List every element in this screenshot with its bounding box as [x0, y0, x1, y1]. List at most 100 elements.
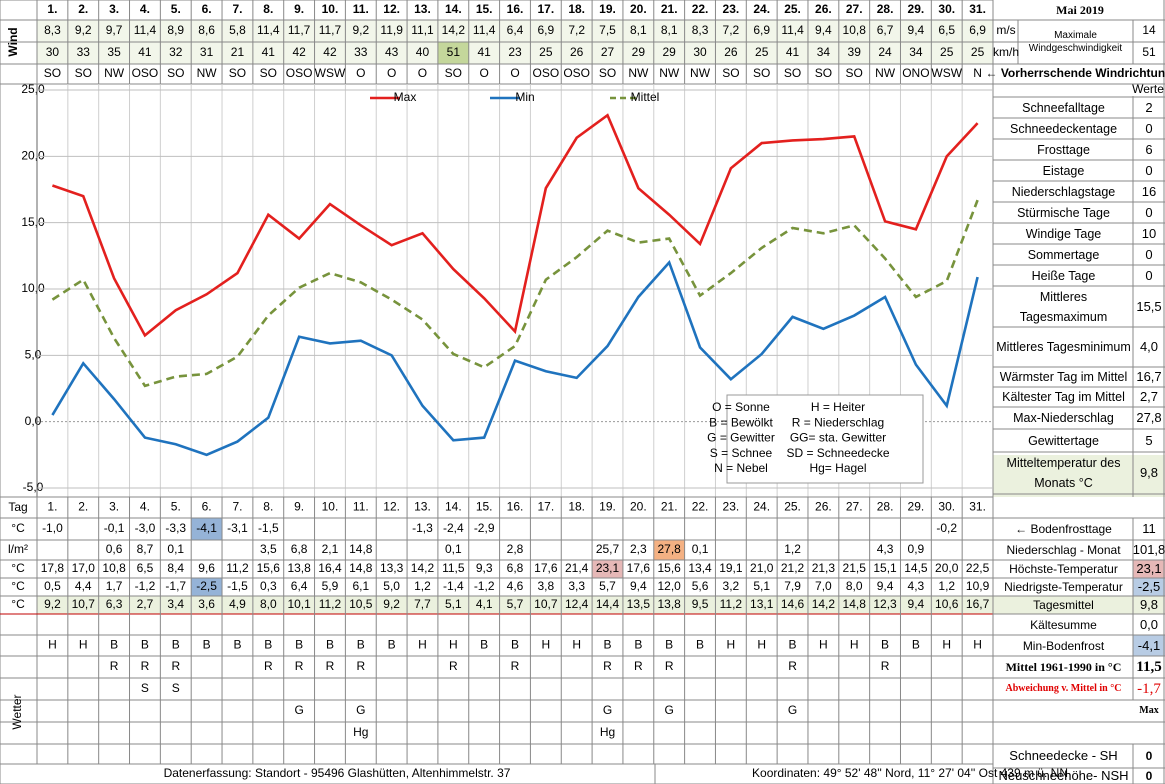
weather-code: B — [326, 638, 334, 652]
ground-frost: -3,0 — [135, 521, 156, 535]
temperature: 3,2 — [723, 579, 740, 593]
ground-frost: -3,3 — [165, 521, 186, 535]
wind-dir: SO — [784, 66, 801, 80]
wind-kmh: 35 — [107, 45, 121, 59]
stats-header: Werte — [1132, 82, 1164, 96]
weather-code: R — [326, 659, 335, 673]
temperature: 12,4 — [565, 597, 589, 611]
weather-code: R — [881, 659, 890, 673]
wind-ms: 8,9 — [167, 23, 184, 37]
wind-kmh: 30 — [46, 45, 60, 59]
summary-label: Max — [1139, 705, 1159, 716]
day-label: 20. — [630, 500, 647, 514]
max-wind-value: 51 — [1142, 45, 1156, 59]
day-header: 5. — [171, 2, 181, 16]
day-header: 28. — [877, 2, 894, 16]
weather-code: B — [141, 638, 149, 652]
weather-code: R — [141, 659, 150, 673]
temperature: 10,6 — [935, 597, 959, 611]
wind-dir: SO — [599, 66, 616, 80]
precipitation: 6,8 — [291, 542, 308, 556]
temperature: 4,6 — [507, 579, 524, 593]
stat-label: Mittleres Tagesminimum — [996, 340, 1131, 354]
weather-code: Hg — [353, 725, 368, 739]
weather-code: H — [973, 638, 982, 652]
temperature: 4,4 — [75, 579, 92, 593]
temperature: 17,6 — [534, 561, 558, 575]
day-label: 9. — [294, 500, 304, 514]
cell-fill — [191, 518, 223, 540]
wind-ms: 6,7 — [877, 23, 894, 37]
day-header: 27. — [846, 2, 863, 16]
wind-kmh: 42 — [323, 45, 337, 59]
temperature: 13,4 — [688, 561, 712, 575]
temperature: 11,2 — [720, 597, 743, 611]
wind-kmh: 25 — [755, 45, 769, 59]
wind-label: Wind — [6, 27, 20, 56]
legend-label: Min — [515, 90, 534, 104]
y-tick-label: 20,0 — [21, 149, 45, 163]
day-label: 30. — [938, 500, 955, 514]
stat-value: 4,0 — [1139, 339, 1159, 354]
wind-ms: 8,6 — [198, 23, 215, 37]
day-header: 30. — [938, 2, 955, 16]
temperature: -1,2 — [474, 579, 495, 593]
wind-ms: 7,2 — [723, 23, 740, 37]
day-label: 6. — [202, 500, 212, 514]
temperature: 11,2 — [319, 597, 342, 611]
wind-ms: 11,4 — [473, 23, 496, 37]
day-label: 12. — [383, 500, 400, 514]
wind-dir: SO — [167, 66, 184, 80]
temperature: 21,5 — [843, 561, 867, 575]
temperature: 4,3 — [908, 579, 925, 593]
unit: km/h — [993, 45, 1019, 59]
temperature: 11,5 — [442, 561, 465, 575]
symbol-legend-item: SD = Schneedecke — [786, 446, 889, 460]
temperature: -1,4 — [443, 579, 464, 593]
temperature: 10,1 — [287, 597, 311, 611]
temperature: 5,6 — [692, 579, 709, 593]
weather-code: G — [294, 703, 303, 717]
day-label: 15. — [476, 500, 493, 514]
day-label: 23. — [723, 500, 740, 514]
summary-value: -2,5 — [1137, 579, 1161, 594]
ground-frost: -2,4 — [443, 521, 464, 535]
unit-label: °C — [11, 597, 25, 611]
day-header: 10. — [322, 2, 339, 16]
wind-ms: 6,9 — [969, 23, 986, 37]
temperature: 22,5 — [966, 561, 990, 575]
wind-kmh: 34 — [817, 45, 831, 59]
day-header: 11. — [353, 2, 369, 16]
series-line — [51, 113, 979, 338]
temperature: 10,7 — [534, 597, 558, 611]
temperature: -2,5 — [196, 579, 217, 593]
ground-frost: -4,1 — [196, 521, 217, 535]
wind-ms: 6,9 — [537, 23, 554, 37]
weather-code: R — [295, 659, 304, 673]
precipitation: 27,8 — [658, 542, 682, 556]
summary-value: 0 — [1145, 749, 1153, 763]
weather-code: G — [788, 703, 797, 717]
wind-kmh: 43 — [385, 45, 399, 59]
wind-kmh: 41 — [477, 45, 491, 59]
stat-label: Kältester Tag im Mittel — [1002, 390, 1125, 404]
wind-kmh: 41 — [138, 45, 152, 59]
summary-label: Min-Bodenfrost — [1022, 638, 1105, 653]
temperature: 5,1 — [445, 597, 462, 611]
wind-ms: 7,2 — [568, 23, 585, 37]
wind-dir: O — [479, 66, 488, 80]
wind-dir: O — [356, 66, 365, 80]
weather-code: R — [788, 659, 797, 673]
temperature: -1,7 — [165, 579, 186, 593]
wind-kmh: 30 — [693, 45, 707, 59]
weather-code: B — [172, 638, 180, 652]
unit-label: °C — [11, 561, 25, 575]
wind-kmh: 25 — [940, 45, 954, 59]
symbol-legend-item: B = Bewölkt — [709, 415, 773, 429]
wind-dir: OSO — [132, 66, 159, 80]
weather-code: H — [48, 638, 57, 652]
day-label: 2. — [78, 500, 88, 514]
day-label: 27. — [846, 500, 863, 514]
unit-label: °C — [11, 521, 25, 535]
symbol-legend-item: O = Sonne — [712, 400, 770, 414]
